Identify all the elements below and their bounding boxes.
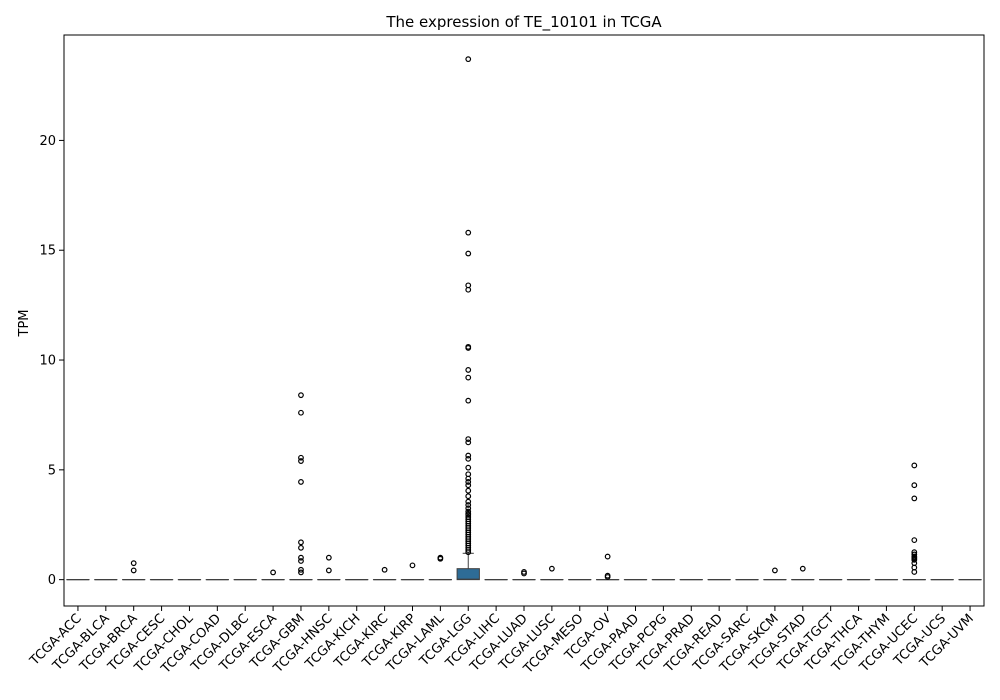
outlier-point	[548, 565, 555, 572]
outlier-point	[298, 458, 304, 464]
outlier-point	[465, 367, 472, 373]
outlier-point	[465, 229, 472, 236]
y-tick-label: 10	[39, 354, 56, 369]
outlier-point	[465, 475, 472, 482]
outlier-point	[409, 562, 416, 569]
y-axis-label: TPM	[17, 310, 32, 338]
outlier-point	[298, 558, 304, 564]
outlier-point	[437, 555, 444, 562]
y-tick-label: 5	[48, 463, 56, 478]
outlier-point	[381, 566, 388, 573]
box	[456, 568, 480, 581]
outlier-point	[298, 539, 304, 546]
outlier-point	[911, 495, 918, 502]
outlier-point	[298, 409, 304, 416]
outlier-point	[465, 455, 472, 462]
outlier-point	[298, 479, 304, 485]
outlier-point	[604, 553, 611, 560]
outlier-point	[465, 286, 472, 293]
outlier-point	[270, 569, 276, 576]
outlier-point	[772, 567, 778, 574]
outlier-point	[465, 502, 472, 508]
outlier-point	[465, 345, 472, 351]
outlier-point	[465, 549, 472, 556]
plot-area: 05101520TCGA-ACCTCGA-BLCATCGA-BRCATCGA-C…	[27, 34, 985, 677]
outlier-point	[911, 482, 918, 489]
outlier-point	[298, 566, 304, 573]
outlier-point	[465, 56, 472, 63]
outlier-point	[465, 397, 472, 404]
outlier-point	[911, 462, 918, 469]
outlier-point	[465, 479, 472, 485]
outlier-point	[521, 570, 527, 577]
outlier-point	[465, 452, 472, 459]
y-tick-label: 20	[39, 134, 56, 149]
outlier-point	[298, 392, 304, 399]
y-tick-label: 0	[48, 573, 56, 588]
outlier-point	[911, 537, 918, 544]
outlier-point	[465, 498, 472, 505]
outlier-point	[465, 250, 472, 257]
outlier-point	[465, 508, 472, 515]
outlier-point	[799, 565, 806, 572]
outlier-point	[465, 487, 472, 494]
outlier-point	[911, 569, 918, 575]
outlier-point	[325, 567, 332, 574]
outlier-point	[465, 439, 472, 446]
outlier-point	[465, 436, 472, 442]
outlier-point	[298, 544, 304, 551]
outlier-point	[298, 554, 304, 561]
outlier-point	[604, 574, 611, 580]
outlier-point	[325, 554, 332, 561]
outlier-point	[298, 569, 304, 576]
y-tick-label: 15	[39, 244, 56, 259]
outlier-point	[465, 374, 472, 381]
chart-title: The expression of TE_10101 in TCGA	[385, 13, 662, 32]
outlier-point	[130, 567, 137, 574]
outlier-point	[465, 482, 472, 489]
outlier-point	[465, 547, 472, 553]
outlier-point	[298, 454, 304, 461]
plot-frame	[63, 34, 985, 607]
outlier-point	[465, 505, 472, 512]
outlier-point	[911, 556, 918, 563]
outlier-point	[130, 560, 137, 567]
outlier-point	[465, 464, 472, 471]
outlier-point	[465, 493, 472, 500]
